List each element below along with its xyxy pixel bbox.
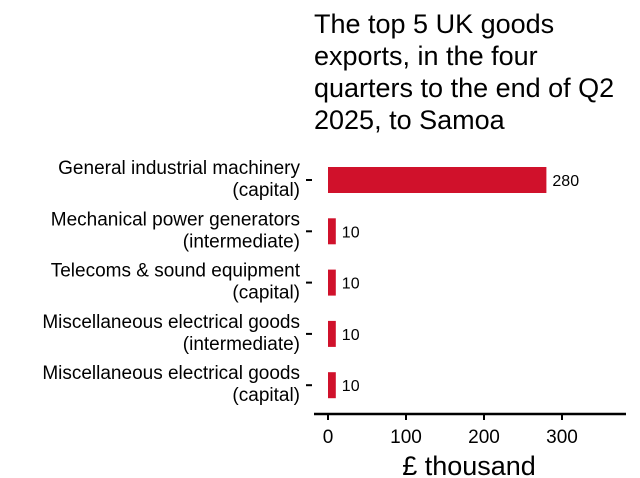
y-tick-label: (capital) xyxy=(232,283,300,304)
data-label: 10 xyxy=(342,224,360,241)
x-tick-label: 100 xyxy=(390,427,422,448)
x-axis-title: £ thousand xyxy=(402,451,536,478)
y-axis: General industrial machinery(capital)Mec… xyxy=(42,158,312,406)
bars: 280 10 10 10 10 xyxy=(328,167,579,399)
x-tick-label: 200 xyxy=(468,427,500,448)
y-tick-label: General industrial machinery xyxy=(58,158,300,179)
x-axis: 0 100 200 300 xyxy=(314,412,626,448)
bar xyxy=(328,269,336,296)
bar xyxy=(328,167,547,193)
y-tick-label: (intermediate) xyxy=(183,334,300,355)
chart-title-line: exports, in the four xyxy=(314,41,538,71)
data-label: 10 xyxy=(342,327,360,344)
chart-title-line: 2025, to Samoa xyxy=(314,105,506,135)
chart-title-line: quarters to the end of Q2 xyxy=(314,73,614,103)
chart-title-line: The top 5 UK goods xyxy=(314,9,554,39)
bar xyxy=(328,372,336,399)
y-tick-label: Mechanical power generators xyxy=(51,209,300,230)
data-label: 10 xyxy=(342,276,360,293)
bar xyxy=(328,320,336,347)
y-tick-label: (capital) xyxy=(232,180,300,201)
bar xyxy=(328,218,336,245)
data-label: 280 xyxy=(552,173,579,190)
y-tick-label: Telecoms & sound equipment xyxy=(51,261,301,282)
y-tick-label: (capital) xyxy=(232,385,300,406)
y-tick-label: Miscellaneous electrical goods xyxy=(42,363,300,384)
x-tick-label: 0 xyxy=(323,427,334,448)
y-tick-label: (intermediate) xyxy=(183,231,300,252)
data-label: 10 xyxy=(342,378,360,395)
x-tick-label: 300 xyxy=(546,427,578,448)
y-tick-label: Miscellaneous electrical goods xyxy=(42,312,300,333)
